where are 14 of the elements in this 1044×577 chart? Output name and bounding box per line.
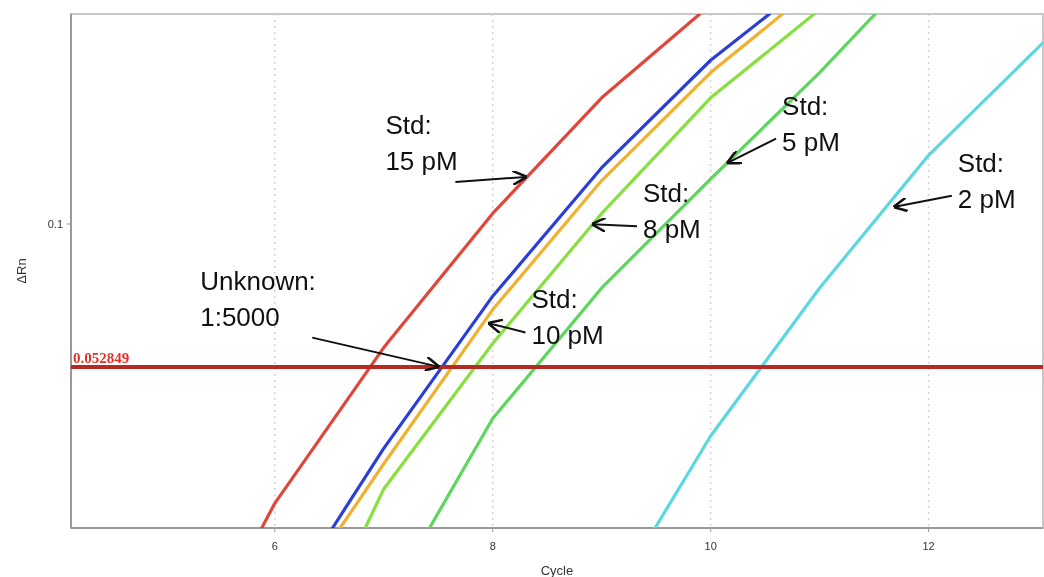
text: 0.1 bbox=[47, 218, 63, 230]
x-tick-label: 12 bbox=[922, 540, 935, 552]
x-tick-label: 8 bbox=[489, 540, 496, 552]
x-tick-label: 6 bbox=[271, 540, 278, 552]
annotation: Unknown: 1:5000 bbox=[200, 265, 316, 332]
y-axis-title: ΔRn bbox=[14, 258, 29, 284]
annotation: Std: 15 pM bbox=[385, 109, 458, 176]
annotation: Std: 8 pM bbox=[642, 178, 701, 245]
annotation: Std: 2 pM bbox=[957, 147, 1016, 214]
x-axis-title: Cycle bbox=[540, 563, 574, 577]
annotation: Std: 5 pM bbox=[782, 90, 840, 157]
x-tick-label: 10 bbox=[704, 540, 717, 552]
annotation: Std: 10 pM bbox=[531, 284, 604, 351]
annotation: 0.052849 bbox=[73, 350, 130, 367]
